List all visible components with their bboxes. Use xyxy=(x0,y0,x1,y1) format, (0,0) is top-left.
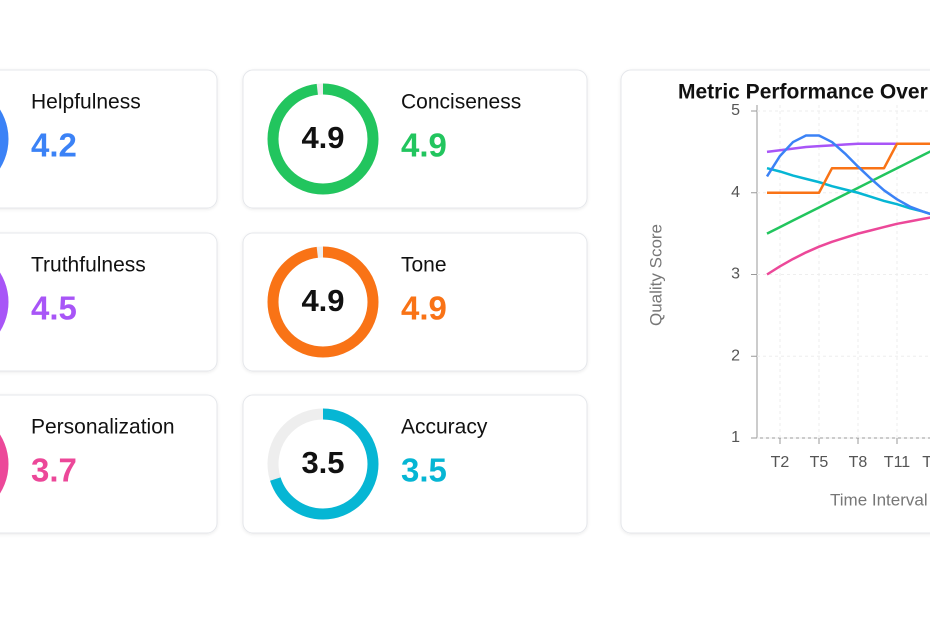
metric-value: 4.2 xyxy=(31,127,77,164)
ring xyxy=(0,83,9,195)
metric-label: Helpfulness xyxy=(31,91,141,114)
metric-label: Personalization xyxy=(31,416,175,439)
ring xyxy=(0,408,9,520)
ring xyxy=(267,246,379,358)
y-tick-label: 4 xyxy=(731,184,740,201)
metric-label: Truthfulness xyxy=(31,254,146,277)
ring-value: 4.9 xyxy=(301,120,344,155)
metric-label: Accuracy xyxy=(401,416,488,439)
series-line xyxy=(765,134,930,216)
metric-card xyxy=(0,232,218,372)
y-tick-label: 3 xyxy=(731,266,740,283)
x-tick-label: T11 xyxy=(884,454,910,471)
ring xyxy=(0,246,9,358)
metric-card xyxy=(242,69,588,209)
metric-label: Tone xyxy=(401,254,447,277)
y-tick-label: 1 xyxy=(731,429,740,446)
metric-card xyxy=(242,394,588,534)
y-tick-label: 2 xyxy=(731,347,740,364)
y-axis-label: Quality Score xyxy=(646,224,665,326)
x-tick-label: T5 xyxy=(810,454,829,471)
ring xyxy=(267,83,379,195)
y-tick-label: 5 xyxy=(731,102,740,119)
metric-value: 4.9 xyxy=(401,290,447,327)
series-line xyxy=(766,216,930,276)
x-axis-label: Time Interval xyxy=(830,490,928,509)
ring-value: 3.5 xyxy=(301,445,344,480)
x-tick-label: T2 xyxy=(771,454,790,471)
metric-card xyxy=(0,394,218,534)
x-tick-label: T14 xyxy=(922,454,930,471)
ring xyxy=(267,408,379,520)
metric-card xyxy=(0,69,218,209)
series-line xyxy=(767,142,930,194)
metric-value: 3.5 xyxy=(401,452,447,489)
metric-value: 4.9 xyxy=(401,127,447,164)
series-line xyxy=(766,167,930,216)
metric-value: 3.7 xyxy=(31,452,77,489)
chart-card xyxy=(620,69,930,534)
metric-value: 4.5 xyxy=(31,290,77,327)
metric-card xyxy=(242,232,588,372)
chart-title: Metric Performance Over Time xyxy=(678,81,930,104)
x-tick-label: T8 xyxy=(849,454,868,471)
metric-label: Conciseness xyxy=(401,91,521,114)
ring-value: 4.9 xyxy=(301,283,344,318)
